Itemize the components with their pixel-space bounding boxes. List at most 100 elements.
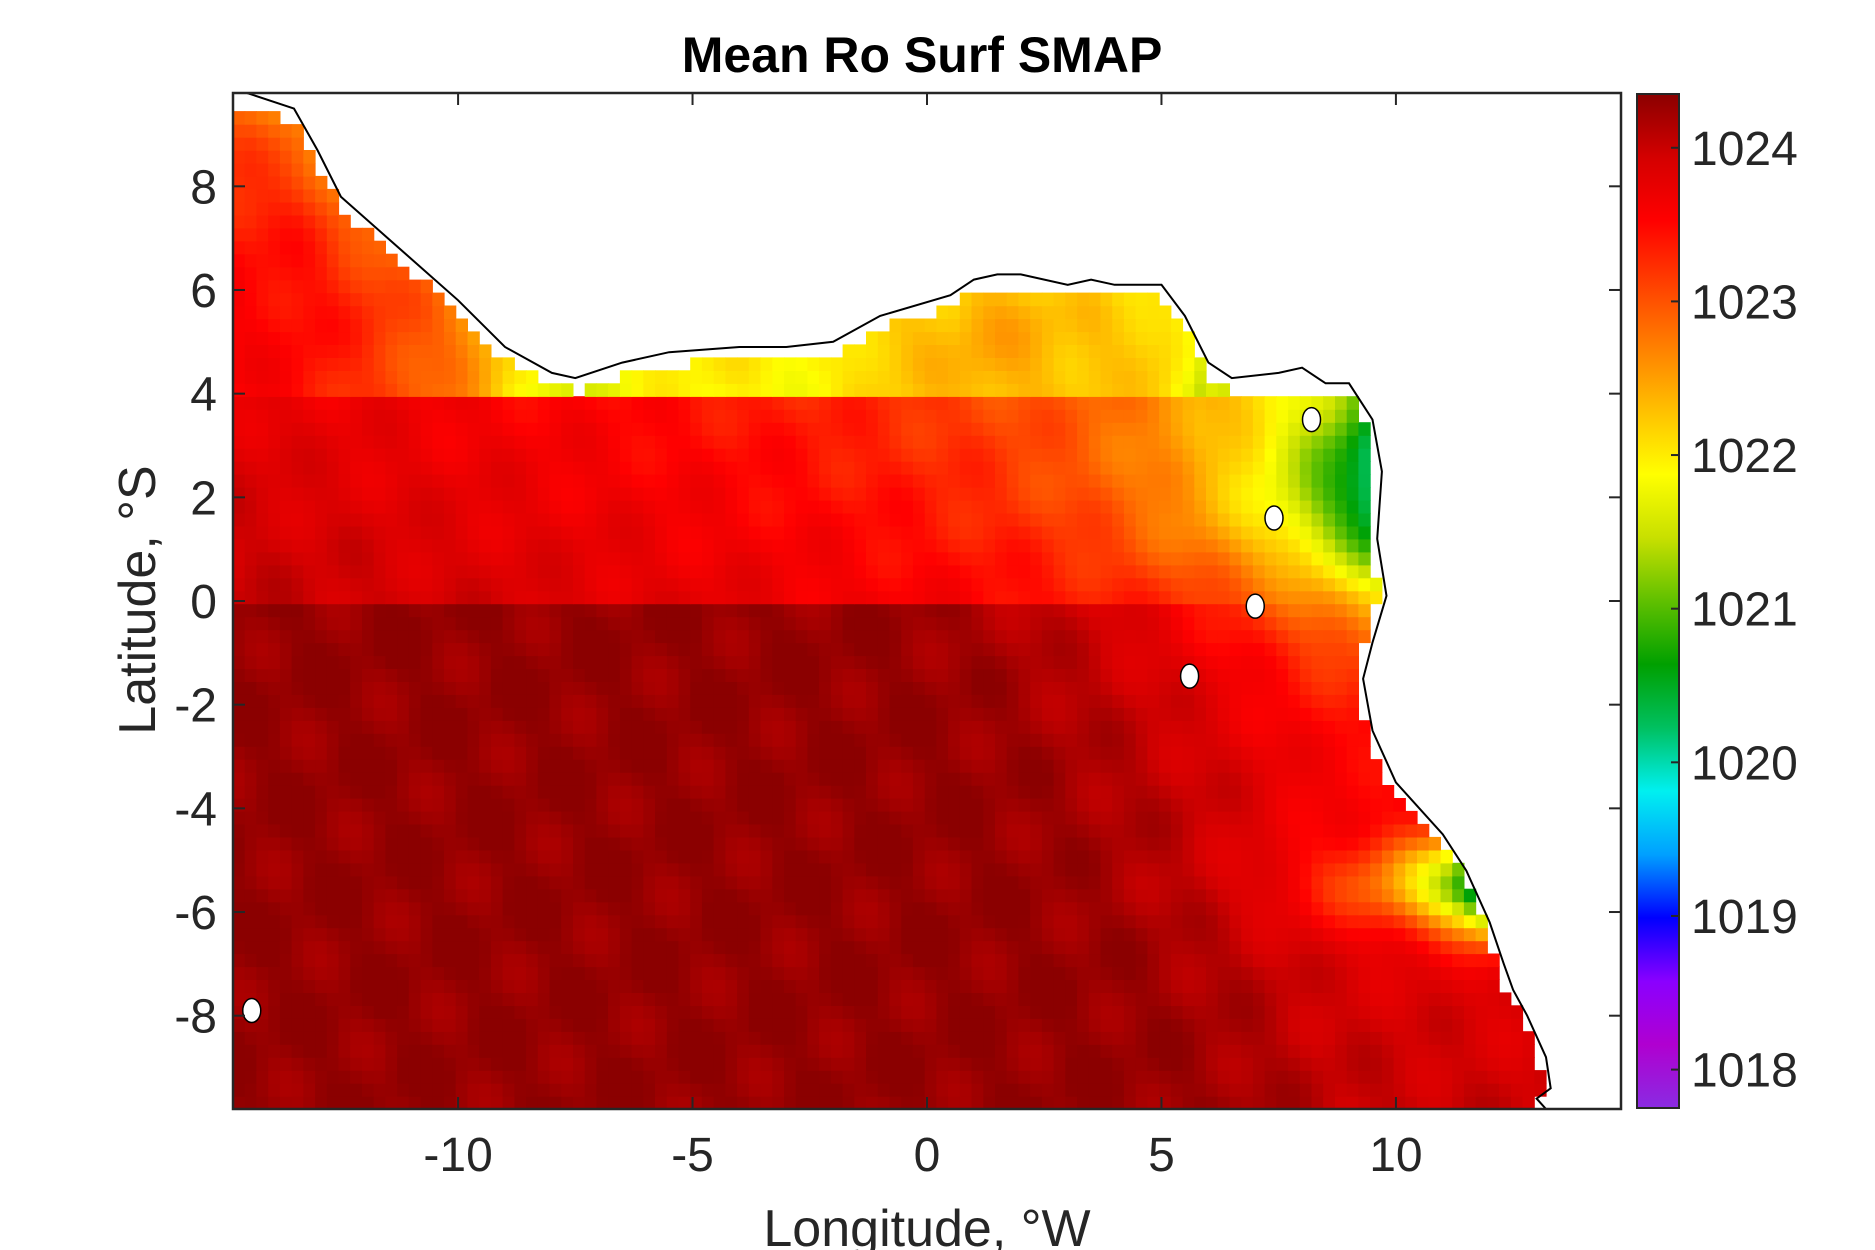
heatmap-cell xyxy=(1335,616,1348,631)
heatmap-cell xyxy=(901,746,914,760)
heatmap-cell xyxy=(936,823,949,838)
heatmap-cell xyxy=(1206,720,1219,734)
heatmap-cell xyxy=(1100,914,1113,929)
heatmap-cell xyxy=(983,694,996,708)
heatmap-cell xyxy=(1487,979,1500,993)
heatmap-cell xyxy=(502,551,515,566)
heatmap-cell xyxy=(1194,629,1207,644)
heatmap-cell xyxy=(854,694,867,708)
heatmap-cell xyxy=(807,979,820,993)
heatmap-cell xyxy=(526,1044,539,1058)
heatmap-cell xyxy=(1170,512,1184,527)
heatmap-cell xyxy=(268,1096,281,1109)
heatmap-cell xyxy=(279,642,293,657)
heatmap-cell xyxy=(1323,953,1336,968)
heatmap-cell xyxy=(971,746,984,760)
heatmap-cell xyxy=(784,564,797,579)
heatmap-cell xyxy=(1264,992,1277,1006)
heatmap-cell xyxy=(385,979,398,993)
heatmap-cell xyxy=(760,720,773,734)
heatmap-cell xyxy=(1053,1018,1066,1032)
heatmap-cell xyxy=(1499,1070,1512,1084)
heatmap-cell xyxy=(959,1083,973,1097)
heatmap-cell xyxy=(526,979,539,993)
heatmap-cell xyxy=(1206,914,1219,929)
heatmap-cell xyxy=(1182,538,1195,553)
heatmap-cell xyxy=(1100,733,1113,747)
heatmap-cell xyxy=(830,746,844,760)
heatmap-cell xyxy=(924,785,937,799)
heatmap-cell xyxy=(444,487,457,501)
heatmap-cell xyxy=(326,940,340,955)
heatmap-cell xyxy=(444,836,457,851)
heatmap-cell xyxy=(1358,810,1371,825)
heatmap-cell xyxy=(631,733,644,747)
heatmap-cell xyxy=(1299,849,1313,864)
heatmap-cell xyxy=(1405,1057,1418,1071)
heatmap-cell xyxy=(1264,849,1277,864)
heatmap-cell xyxy=(490,966,504,980)
heatmap-cell xyxy=(948,616,961,631)
heatmap-cell xyxy=(502,525,515,540)
heatmap-cell xyxy=(1252,655,1266,669)
heatmap-cell xyxy=(303,525,316,540)
heatmap-cell xyxy=(561,1057,574,1071)
heatmap-cell xyxy=(1323,564,1336,579)
heatmap-cell xyxy=(1323,1018,1336,1032)
heatmap-cell xyxy=(1170,940,1184,955)
heatmap-cell xyxy=(772,629,785,644)
heatmap-cell xyxy=(1358,862,1371,877)
heatmap-cell xyxy=(701,940,715,955)
heatmap-cell xyxy=(537,772,551,786)
heatmap-cell xyxy=(995,862,1008,877)
heatmap-cell xyxy=(1006,862,1019,877)
heatmap-cell xyxy=(1522,1083,1535,1097)
heatmap-cell xyxy=(1276,733,1289,747)
heatmap-cell xyxy=(690,927,703,942)
heatmap-cell xyxy=(737,603,750,618)
heatmap-cell xyxy=(1346,616,1359,631)
heatmap-cell xyxy=(1428,1018,1441,1032)
heatmap-cell xyxy=(291,1031,304,1045)
heatmap-cell xyxy=(936,525,949,540)
heatmap-cell xyxy=(1510,1005,1524,1019)
heatmap-cell xyxy=(1018,1018,1031,1032)
heatmap-cell xyxy=(1299,759,1313,773)
heatmap-cell xyxy=(830,927,844,942)
heatmap-cell xyxy=(596,603,609,618)
heatmap-cell xyxy=(643,551,656,566)
heatmap-cell xyxy=(526,694,539,708)
heatmap-cell xyxy=(1463,966,1477,980)
heatmap-cell xyxy=(631,655,644,669)
heatmap-cell xyxy=(502,772,515,786)
heatmap-cell xyxy=(244,746,257,760)
heatmap-cell xyxy=(1417,836,1430,851)
heatmap-cell xyxy=(268,823,281,838)
heatmap-cell xyxy=(912,590,926,605)
heatmap-cell xyxy=(1112,901,1125,916)
heatmap-cell xyxy=(1030,629,1043,644)
heatmap-cell xyxy=(1475,953,1488,968)
heatmap-cell xyxy=(1135,888,1148,903)
heatmap-cell xyxy=(760,629,773,644)
heatmap-cell xyxy=(455,564,468,579)
heatmap-cell xyxy=(1346,823,1359,838)
heatmap-cell xyxy=(1041,1070,1055,1084)
heatmap-cell xyxy=(1217,862,1230,877)
heatmap-cell xyxy=(830,966,844,980)
heatmap-cell xyxy=(385,914,398,929)
heatmap-cell xyxy=(748,810,762,825)
heatmap-cell xyxy=(561,798,574,812)
heatmap-cell xyxy=(1229,823,1242,838)
heatmap-cell xyxy=(1358,1083,1371,1097)
heatmap-cell xyxy=(1264,953,1277,968)
heatmap-cell xyxy=(1358,785,1371,799)
heatmap-cell xyxy=(619,966,633,980)
heatmap-cell xyxy=(490,512,504,527)
heatmap-cell xyxy=(420,603,433,618)
heatmap-cell xyxy=(420,668,433,682)
heatmap-cell xyxy=(1053,474,1066,488)
heatmap-cell xyxy=(326,642,340,657)
heatmap-cell xyxy=(1030,499,1043,514)
heatmap-cell xyxy=(1276,642,1289,657)
